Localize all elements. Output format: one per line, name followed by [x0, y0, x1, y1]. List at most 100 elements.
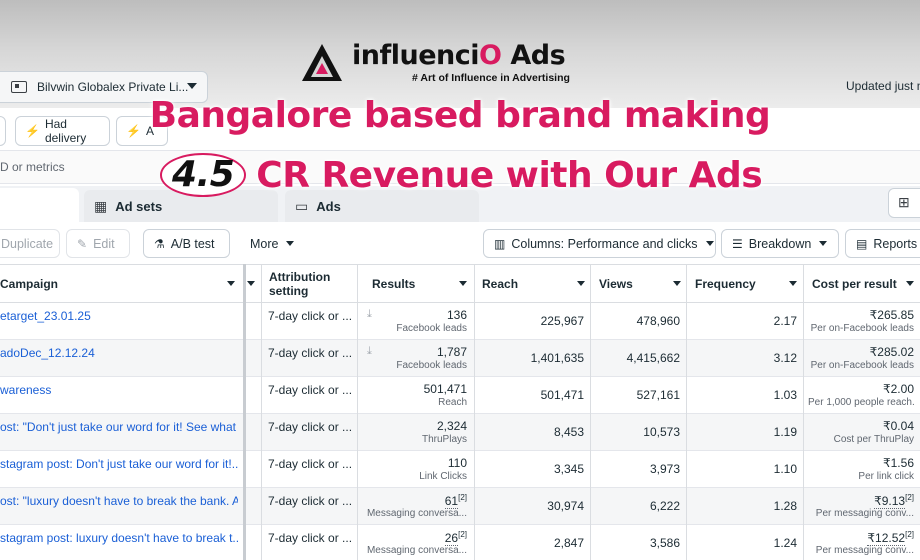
brand-name: influenciO Ads	[352, 40, 566, 71]
cost-number: ₹1.56	[883, 456, 914, 470]
column-header-campaign[interactable]: Campaign	[0, 264, 230, 303]
table-row[interactable]	[0, 303, 920, 340]
reports-button[interactable]: ▤ Reports	[845, 229, 920, 258]
cost-type-label: Per messaging conv...	[815, 545, 914, 556]
cost-type-label: Per link click	[858, 471, 914, 482]
column-divider	[261, 264, 262, 560]
table-layout-button[interactable]: ⊞	[888, 188, 920, 218]
chevron-down-icon	[705, 241, 714, 246]
ab-test-button[interactable]: ⚗ A/B test	[143, 229, 230, 258]
frozen-column-divider	[243, 264, 246, 560]
download-icon[interactable]: ⤓	[367, 308, 372, 320]
campaign-name-link[interactable]: stagram post: Don't just take our word f…	[0, 457, 238, 471]
column-divider	[474, 264, 475, 560]
campaign-name-link[interactable]: stagram post: luxury doesn't have to bre…	[0, 531, 238, 545]
results-footnote[interactable]: [2]	[458, 493, 467, 502]
attribution-setting-cell: 7-day click or ...	[268, 420, 353, 434]
promo-headline-number: 4.5	[160, 153, 247, 197]
reports-label: Reports	[873, 236, 918, 251]
edit-button[interactable]: ✎ Edit	[66, 229, 130, 258]
frequency-value: 1.10	[773, 462, 797, 476]
chevron-down-icon	[187, 83, 197, 89]
results-value: 61[2]	[444, 493, 467, 509]
ads-icon: ▭	[295, 197, 309, 214]
reach-value: 501,471	[540, 388, 584, 402]
results-number: 136	[446, 308, 467, 322]
breakdown-button[interactable]: ☰ Breakdown	[721, 229, 839, 258]
column-divider	[357, 264, 358, 560]
ad-sets-icon: ▦	[94, 197, 108, 214]
promo-headline-line2: 4.5 CR Revenue with Our Ads	[160, 153, 800, 197]
columns-label: Columns: Performance and clicks	[511, 236, 698, 251]
columns-button[interactable]: ▥ Columns: Performance and clicks	[483, 229, 716, 258]
campaign-name-link[interactable]: adoDec_12.12.24	[0, 346, 95, 360]
sort-caret-icon[interactable]	[227, 281, 235, 286]
table-row[interactable]	[0, 414, 920, 451]
sort-caret-icon[interactable]	[673, 281, 681, 286]
download-icon[interactable]: ⤓	[367, 345, 372, 357]
cost-number: ₹9.13	[874, 494, 906, 509]
results-number: 61	[444, 494, 459, 509]
tab-ads[interactable]: ▭ Ads	[285, 190, 479, 222]
results-value: 2,324	[437, 419, 467, 433]
cost-footnote[interactable]: [2]	[905, 493, 914, 502]
table-row[interactable]	[0, 488, 920, 525]
cost-footnote[interactable]: [2]	[905, 530, 914, 539]
ad-account-selector[interactable]: Bilvwin Globalex Private Li...	[0, 71, 208, 103]
sort-caret-icon[interactable]	[459, 281, 467, 286]
breakdown-icon: ☰	[732, 236, 743, 251]
table-row[interactable]	[0, 451, 920, 488]
reach-value: 30,974	[547, 499, 584, 513]
column-header-frequency[interactable]: Frequency	[695, 264, 756, 303]
more-button[interactable]: More	[240, 229, 306, 258]
sort-caret-icon[interactable]	[906, 281, 914, 286]
column-header-cost-per-result[interactable]: Cost per result	[812, 264, 897, 303]
frequency-value: 1.19	[773, 425, 797, 439]
lightning-icon: ⚡	[126, 124, 141, 138]
results-number: 501,471	[423, 382, 467, 396]
filter-had-delivery[interactable]: ⚡ Had delivery	[15, 116, 110, 146]
column-header-reach[interactable]: Reach	[482, 264, 518, 303]
views-value: 3,973	[649, 462, 680, 476]
campaign-name-link[interactable]: etarget_23.01.25	[0, 309, 91, 323]
column-header-attribution[interactable]: Attribution setting	[269, 264, 357, 303]
results-type-label: ThruPlays	[421, 434, 467, 445]
views-value: 6,222	[649, 499, 680, 513]
column-header-views-label: Views	[599, 276, 633, 291]
frequency-value: 3.12	[773, 351, 797, 365]
column-header-views[interactable]: Views	[599, 264, 633, 303]
chevron-down-icon	[286, 241, 295, 246]
duplicate-button[interactable]: Duplicate	[0, 229, 60, 258]
views-value: 4,415,662	[626, 351, 680, 365]
results-footnote[interactable]: [2]	[458, 530, 467, 539]
sort-caret-icon[interactable]	[789, 281, 797, 286]
campaign-name-link[interactable]: ost: "Don't just take our word for it! S…	[0, 420, 238, 434]
frequency-value: 1.24	[773, 536, 797, 550]
campaign-name-link[interactable]: wareness	[0, 383, 52, 397]
cost-type-label: Per on-Facebook leads	[810, 323, 914, 334]
cost-number: ₹285.02	[869, 345, 914, 359]
reach-value: 3,345	[553, 462, 584, 476]
results-value: 1,787	[437, 345, 467, 359]
column-header-results[interactable]: Results	[372, 264, 415, 303]
filter-attribution[interactable]: ⚡ A	[116, 116, 168, 146]
reach-value: 1,401,635	[530, 351, 584, 365]
updated-status: Updated just n	[846, 79, 920, 93]
tab-campaigns[interactable]	[0, 188, 79, 222]
table-row[interactable]	[0, 377, 920, 414]
views-value: 478,960	[636, 314, 680, 328]
tab-ad-sets[interactable]: ▦ Ad sets	[84, 190, 278, 222]
sort-caret-icon[interactable]	[577, 281, 585, 286]
columns-icon: ▥	[494, 236, 506, 251]
cost-number: ₹2.00	[883, 382, 914, 396]
cost-per-result-value: ₹0.04	[883, 419, 914, 433]
results-type-label: Facebook leads	[396, 323, 467, 334]
ad-account-name: Bilvwin Globalex Private Li...	[37, 80, 189, 94]
sort-caret-icon[interactable]	[247, 281, 255, 286]
attribution-setting-cell: 7-day click or ...	[268, 309, 353, 323]
search-filter-bar[interactable]	[0, 150, 920, 184]
table-row[interactable]	[0, 340, 920, 377]
campaign-name-link[interactable]: ost: "luxury doesn't have to break the b…	[0, 494, 238, 508]
frequency-value: 1.03	[773, 388, 797, 402]
views-value: 10,573	[643, 425, 680, 439]
